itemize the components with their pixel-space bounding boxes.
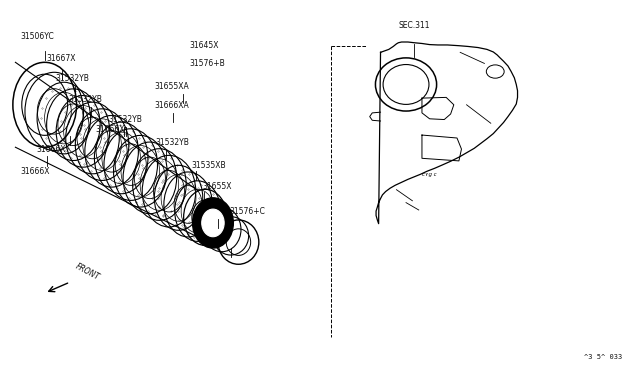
Text: 31666X: 31666X: [36, 145, 66, 154]
Text: 31666X: 31666X: [96, 125, 125, 134]
Text: 31655X: 31655X: [202, 182, 232, 191]
Text: 31506YC: 31506YC: [20, 32, 54, 41]
Text: 31576+B: 31576+B: [189, 59, 225, 68]
Text: 31666XA: 31666XA: [154, 101, 189, 110]
Text: 31645X: 31645X: [189, 41, 219, 50]
Ellipse shape: [193, 198, 234, 248]
Text: ^3 5^ 033: ^3 5^ 033: [584, 354, 623, 360]
Text: 31535XB: 31535XB: [191, 161, 226, 170]
Text: 31576+C: 31576+C: [230, 206, 266, 216]
Ellipse shape: [202, 209, 224, 237]
Text: 31666X: 31666X: [20, 167, 50, 176]
Text: FRONT: FRONT: [74, 262, 100, 282]
Text: 31667X: 31667X: [46, 54, 76, 63]
Text: 31532YB: 31532YB: [156, 138, 189, 147]
Text: SEC.311: SEC.311: [399, 21, 430, 30]
Text: 31655XA: 31655XA: [154, 82, 189, 91]
Text: 31532YB: 31532YB: [56, 74, 90, 83]
Text: 31532YB: 31532YB: [68, 95, 102, 104]
Text: cʏɡ c: cʏɡ c: [422, 173, 436, 177]
Text: 31532YB: 31532YB: [108, 115, 142, 124]
